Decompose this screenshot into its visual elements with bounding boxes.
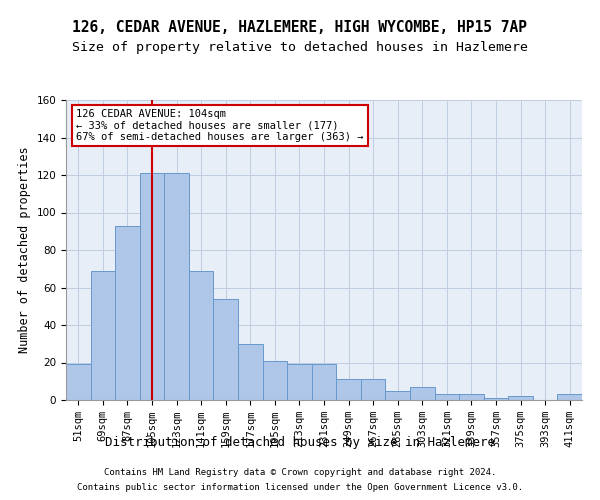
Bar — [508, 396, 533, 400]
Bar — [238, 344, 263, 400]
Bar — [385, 390, 410, 400]
Text: 126, CEDAR AVENUE, HAZLEMERE, HIGH WYCOMBE, HP15 7AP: 126, CEDAR AVENUE, HAZLEMERE, HIGH WYCOM… — [73, 20, 527, 35]
Bar — [336, 380, 361, 400]
Bar — [66, 364, 91, 400]
Bar — [557, 394, 582, 400]
Bar — [410, 387, 434, 400]
Bar — [214, 298, 238, 400]
Bar — [91, 270, 115, 400]
Text: Size of property relative to detached houses in Hazlemere: Size of property relative to detached ho… — [72, 41, 528, 54]
Bar — [189, 270, 214, 400]
Text: Distribution of detached houses by size in Hazlemere: Distribution of detached houses by size … — [105, 436, 495, 449]
Bar — [164, 173, 189, 400]
Bar — [263, 360, 287, 400]
Text: Contains public sector information licensed under the Open Government Licence v3: Contains public sector information licen… — [77, 483, 523, 492]
Bar — [140, 173, 164, 400]
Bar — [312, 364, 336, 400]
Bar — [484, 398, 508, 400]
Bar — [459, 394, 484, 400]
Bar — [115, 226, 140, 400]
Text: 126 CEDAR AVENUE: 104sqm
← 33% of detached houses are smaller (177)
67% of semi-: 126 CEDAR AVENUE: 104sqm ← 33% of detach… — [76, 109, 364, 142]
Bar — [361, 380, 385, 400]
Bar — [434, 394, 459, 400]
Text: Contains HM Land Registry data © Crown copyright and database right 2024.: Contains HM Land Registry data © Crown c… — [104, 468, 496, 477]
Bar — [287, 364, 312, 400]
Y-axis label: Number of detached properties: Number of detached properties — [18, 146, 31, 354]
